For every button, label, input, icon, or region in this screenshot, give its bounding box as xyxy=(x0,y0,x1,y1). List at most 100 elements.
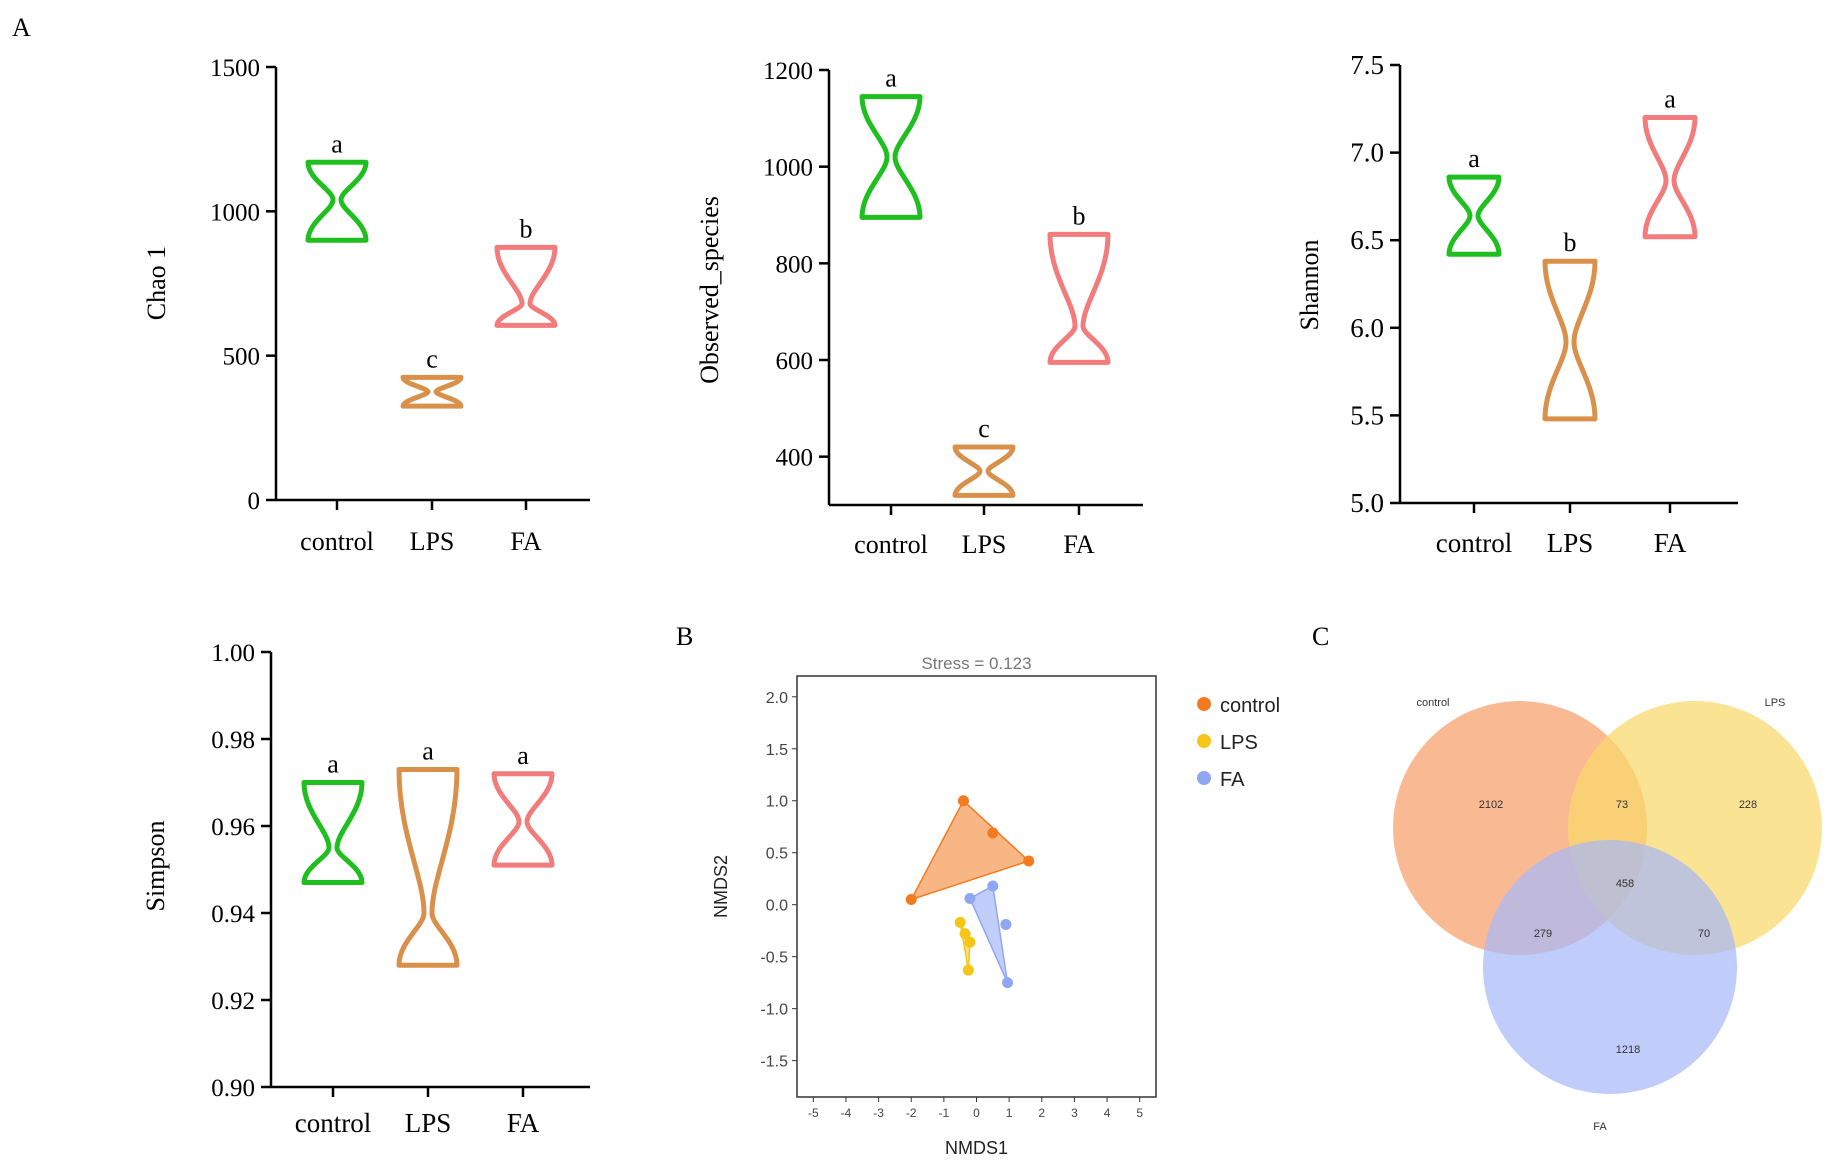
venn-region-count: 1218 xyxy=(1616,1044,1640,1056)
shannon-violin-fa xyxy=(1642,115,1698,240)
shannon-significance-letter: b xyxy=(1564,228,1577,257)
observed-species-violin-chart: 400 600 800 1000 1200 Observed_speciescontrol… xyxy=(695,58,1143,559)
nmds-y-tick-label: 0.5 xyxy=(766,846,788,863)
nmds-y-tick-label: -0.5 xyxy=(760,950,788,967)
venn-set-label: FA xyxy=(1593,1121,1607,1133)
shannon-y-axis-label: Shannon xyxy=(1295,240,1324,331)
nmds-x-tick-label: -3 xyxy=(873,1106,884,1120)
simpson-y-tick-label: 0.98 xyxy=(211,727,255,754)
simpson-y-tick-label: 0.90 xyxy=(211,1075,255,1102)
chao1-x-tick-label: control xyxy=(300,527,374,556)
observed-species-y-tick-label: 1200 xyxy=(763,58,813,85)
observed-species-x-tick-label: control xyxy=(854,530,928,559)
venn-region-count: 458 xyxy=(1616,878,1634,890)
shannon-significance-letter: a xyxy=(1664,85,1676,114)
simpson-y-tick-label: 0.92 xyxy=(211,988,255,1015)
shannon-x-tick-label: control xyxy=(1436,528,1512,558)
nmds-point-control xyxy=(1023,855,1035,867)
observed-species-significance-letter: a xyxy=(885,64,897,93)
venn-region-count: 70 xyxy=(1698,928,1710,940)
panel-label-b: B xyxy=(676,622,693,651)
nmds-point-lps xyxy=(962,964,974,976)
observed-species-x-tick-label: FA xyxy=(1063,530,1095,559)
nmds-point-fa xyxy=(1000,918,1012,930)
shannon-violin-chart: 5.0 5.5 6.0 6.5 7.0 7.5 Shannon control a LPS b FA a xyxy=(1295,50,1738,558)
observed-species-significance-letter: b xyxy=(1073,201,1086,230)
chao1-significance-letter: c xyxy=(426,344,438,373)
nmds-point-control xyxy=(957,795,969,807)
nmds-x-tick-label: 1 xyxy=(1006,1106,1013,1120)
venn-circle-fa xyxy=(1483,840,1737,1094)
panel-label-a: A xyxy=(12,13,31,42)
chao1-y-tick-label: 500 xyxy=(223,344,261,371)
venn-region-count: 279 xyxy=(1534,928,1552,940)
nmds-x-tick-label: 0 xyxy=(973,1106,980,1120)
simpson-x-tick-label: LPS xyxy=(405,1108,452,1138)
simpson-violin-control xyxy=(301,780,365,886)
nmds-scatter-chart: Stress = 0.123 -5 -4 -3 -2 -1 0 1 2 3 4 5 -1.5 -1.0 -0… xyxy=(711,654,1280,1158)
nmds-x-axis-label: NMDS1 xyxy=(945,1138,1008,1158)
nmds-x-tick-label: -2 xyxy=(906,1106,917,1120)
observed-species-y-tick-label: 1000 xyxy=(763,155,813,182)
observed-species-violin-fa xyxy=(1047,231,1111,365)
chao1-violin-lps xyxy=(400,374,464,409)
nmds-x-tick-label: 4 xyxy=(1104,1106,1111,1120)
observed-species-y-tick-label: 600 xyxy=(776,348,814,375)
simpson-x-tick-label: control xyxy=(295,1108,371,1138)
simpson-significance-letter: a xyxy=(517,741,529,770)
nmds-y-axis-label: NMDS2 xyxy=(711,855,731,918)
venn-region-count: 73 xyxy=(1616,799,1628,811)
chao1-violin-control xyxy=(305,159,369,243)
chao1-y-tick-label: 1000 xyxy=(210,199,260,226)
nmds-point-lps xyxy=(964,936,976,948)
nmds-legend-marker-fa xyxy=(1197,771,1211,785)
nmds-y-tick-label: 1.5 xyxy=(766,742,788,759)
chao1-y-tick-label: 0 xyxy=(248,488,261,515)
nmds-point-fa xyxy=(987,880,999,892)
nmds-point-fa xyxy=(1002,977,1014,989)
chao1-violin-chart: 0 500 1000 1500 Chao 1 control a LPS c FA b xyxy=(142,55,590,556)
nmds-hull-fa xyxy=(969,885,1009,984)
chao1-x-tick-label: LPS xyxy=(410,527,455,556)
observed-species-violin-control xyxy=(859,94,923,220)
simpson-significance-letter: a xyxy=(327,750,339,779)
venn-diagram: control LPS FA 2102 228 1218 73 279 70 458 xyxy=(1393,697,1822,1133)
simpson-violin-lps xyxy=(396,766,460,968)
chao1-significance-letter: a xyxy=(331,129,343,158)
nmds-x-tick-label: -4 xyxy=(841,1106,852,1120)
nmds-legend-label: FA xyxy=(1220,769,1245,791)
simpson-x-tick-label: FA xyxy=(507,1108,540,1138)
nmds-y-tick-label: 1.0 xyxy=(766,794,788,811)
nmds-y-tick-label: -1.5 xyxy=(760,1054,788,1071)
venn-set-label: control xyxy=(1416,697,1449,709)
shannon-x-tick-label: FA xyxy=(1654,528,1687,558)
observed-species-x-tick-label: LPS xyxy=(962,530,1007,559)
nmds-x-tick-label: 2 xyxy=(1038,1106,1045,1120)
shannon-y-tick-label: 6.5 xyxy=(1350,225,1384,255)
venn-set-label: LPS xyxy=(1765,697,1786,709)
venn-region-count: 2102 xyxy=(1479,799,1503,811)
shannon-violin-control xyxy=(1446,174,1502,257)
nmds-point-control xyxy=(905,893,917,905)
chao1-y-axis-label: Chao 1 xyxy=(142,246,171,320)
simpson-significance-letter: a xyxy=(422,736,434,765)
shannon-y-tick-label: 5.0 xyxy=(1350,488,1384,518)
shannon-x-tick-label: LPS xyxy=(1547,528,1594,558)
nmds-x-tick-label: 3 xyxy=(1071,1106,1078,1120)
observed-species-violin-lps xyxy=(952,444,1016,498)
nmds-stress-title: Stress = 0.123 xyxy=(921,654,1031,673)
nmds-point-control xyxy=(987,827,999,839)
chao1-significance-letter: b xyxy=(520,214,533,243)
nmds-x-tick-label: 5 xyxy=(1136,1106,1143,1120)
nmds-x-tick-label: -5 xyxy=(808,1106,819,1120)
nmds-y-tick-label: 0.0 xyxy=(766,898,788,915)
nmds-y-tick-label: -1.0 xyxy=(760,1002,788,1019)
simpson-violin-chart: 0.90 0.92 0.94 0.96 0.98 1.00 Simpson control a L… xyxy=(141,640,590,1138)
nmds-legend-marker-lps xyxy=(1197,734,1211,748)
shannon-y-tick-label: 7.0 xyxy=(1350,138,1384,168)
panel-label-c: C xyxy=(1312,622,1329,651)
observed-species-y-axis-label: Observed_species xyxy=(695,196,724,384)
simpson-y-axis-label: Simpson xyxy=(141,820,170,911)
venn-region-count: 228 xyxy=(1739,799,1757,811)
